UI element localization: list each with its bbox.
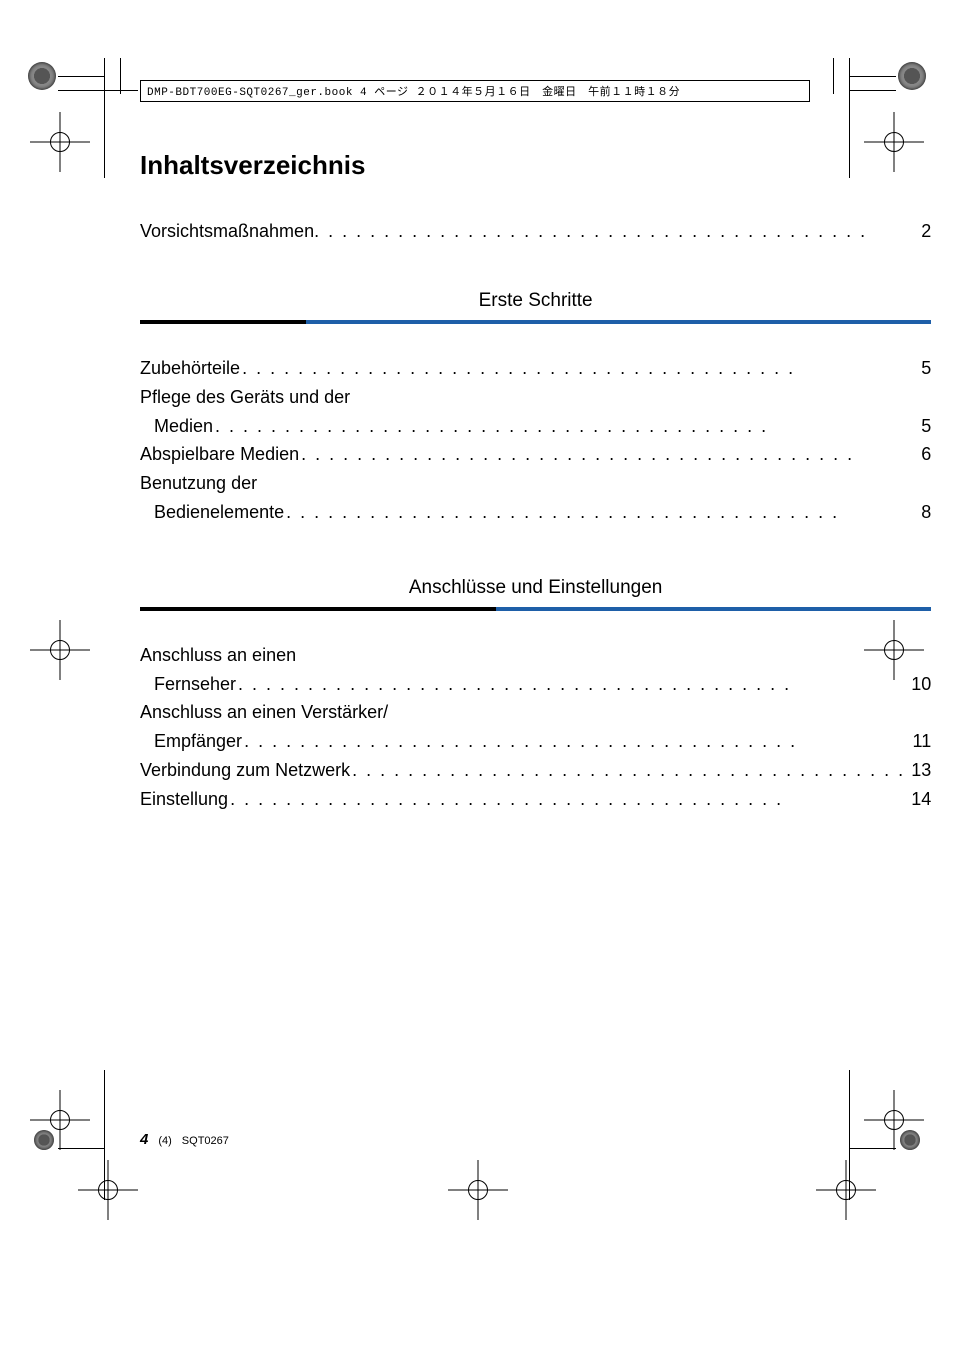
doc-header-text: DMP-BDT700EG-SQT0267_ger.book 4 ページ ２０１４… bbox=[147, 83, 680, 99]
crop-line bbox=[104, 1070, 105, 1200]
toc-label: Anschluss an einen Verstärker/ bbox=[140, 698, 388, 727]
toc-row: Pflege des Geräts und der bbox=[140, 383, 931, 412]
toc-section: Anschlüsse und Einstellungen Anschluss an… bbox=[140, 573, 931, 814]
toc-page: 13 bbox=[907, 756, 931, 785]
toc-dots: . . . . . . . . . . . . . . . . . . . . … bbox=[236, 670, 907, 699]
toc-label: Fernseher bbox=[154, 670, 236, 699]
page-title: Inhaltsverzeichnis bbox=[140, 150, 810, 181]
toc-row: Einstellung. . . . . . . . . . . . . . .… bbox=[140, 785, 931, 814]
crop-line bbox=[58, 76, 104, 77]
toc-row: Verbindung zum Netzwerk. . . . . . . . .… bbox=[140, 756, 931, 785]
crop-line bbox=[850, 1148, 896, 1149]
toc-list: Zubehörteile. . . . . . . . . . . . . . … bbox=[140, 354, 931, 527]
crop-line bbox=[850, 90, 896, 91]
crop-line bbox=[120, 58, 121, 94]
crosshair-icon bbox=[30, 620, 90, 680]
toc-row: Medien. . . . . . . . . . . . . . . . . … bbox=[140, 412, 931, 441]
toc-label: Einstellung bbox=[140, 785, 228, 814]
toc-label: Zubehörteile bbox=[140, 354, 240, 383]
page-root: DMP-BDT700EG-SQT0267_ger.book 4 ページ ２０１４… bbox=[0, 0, 954, 1348]
toc-label: Verbindung zum Netzwerk bbox=[140, 756, 350, 785]
crosshair-icon bbox=[30, 1090, 90, 1150]
toc-dots: . . . . . . . . . . . . . . . . . . . . … bbox=[228, 785, 907, 814]
crop-line bbox=[104, 58, 105, 178]
toc-section: Erste SchritteZubehörteile. . . . . . . … bbox=[140, 286, 931, 527]
toc-label: Pflege des Geräts und der bbox=[140, 383, 350, 412]
toc-list: Anschluss an einenFernseher. . . . . . .… bbox=[140, 641, 931, 814]
toc-page: 8 bbox=[917, 498, 931, 527]
toc-page: 2 bbox=[917, 221, 931, 242]
left-column: Vorsichtsmaßnahmen . . . . . . . . . . .… bbox=[140, 221, 931, 995]
crosshair-icon bbox=[816, 1160, 876, 1220]
toc-page: 11 bbox=[909, 727, 932, 756]
crop-line bbox=[849, 1070, 850, 1200]
toc-row: Abspielbare Medien. . . . . . . . . . . … bbox=[140, 440, 931, 469]
toc-row: Vorsichtsmaßnahmen . . . . . . . . . . .… bbox=[140, 221, 931, 242]
toc-dots: . . . . . . . . . . . . . . . . . . . . … bbox=[213, 412, 917, 441]
toc-dots: . . . . . . . . . . . . . . . . . . . . … bbox=[242, 727, 908, 756]
toc-page: 5 bbox=[917, 412, 931, 441]
crop-line bbox=[849, 58, 850, 178]
section-heading: Anschlüsse und Einstellungen bbox=[140, 573, 931, 607]
toc-dots: . . . . . . . . . . . . . . . . . . . . … bbox=[314, 221, 917, 242]
crosshair-icon bbox=[30, 112, 90, 172]
toc-label: Medien bbox=[154, 412, 213, 441]
toc-label: Benutzung der bbox=[140, 469, 257, 498]
toc-dots: . . . . . . . . . . . . . . . . . . . . … bbox=[299, 440, 917, 469]
toc-page: 5 bbox=[917, 354, 931, 383]
toc-row: Benutzung der bbox=[140, 469, 931, 498]
toc-page: 6 bbox=[917, 440, 931, 469]
toc-dots: . . . . . . . . . . . . . . . . . . . . … bbox=[240, 354, 917, 383]
crosshair-icon bbox=[448, 1160, 508, 1220]
columns: Vorsichtsmaßnahmen . . . . . . . . . . .… bbox=[140, 221, 810, 995]
toc-page: 10 bbox=[907, 670, 931, 699]
toc-label: Bedienelemente bbox=[154, 498, 284, 527]
section-heading: Erste Schritte bbox=[140, 286, 931, 320]
content-area: Inhaltsverzeichnis Vorsichtsmaßnahmen . … bbox=[140, 150, 810, 995]
toc-dots: . . . . . . . . . . . . . . . . . . . . … bbox=[350, 756, 907, 785]
footer-code: SQT0267 bbox=[182, 1135, 229, 1147]
toc-row: Anschluss an einen bbox=[140, 641, 931, 670]
toc-row: Anschluss an einen Verstärker/ bbox=[140, 698, 931, 727]
footer-sub: (4) bbox=[158, 1135, 171, 1147]
toc-row: Fernseher. . . . . . . . . . . . . . . .… bbox=[140, 670, 931, 699]
toc-label: Abspielbare Medien bbox=[140, 440, 299, 469]
section-rule bbox=[140, 320, 931, 324]
crosshair-icon bbox=[864, 112, 924, 172]
toc-page: 14 bbox=[907, 785, 931, 814]
toc-row: Bedienelemente. . . . . . . . . . . . . … bbox=[140, 498, 931, 527]
page-footer: 4 (4) SQT0267 bbox=[140, 1131, 229, 1148]
reg-mark-icon bbox=[28, 62, 56, 90]
footer-page-number: 4 bbox=[140, 1131, 148, 1148]
crop-line bbox=[58, 90, 138, 91]
crosshair-icon bbox=[78, 1160, 138, 1220]
crop-line bbox=[58, 1148, 104, 1149]
toc-row: Zubehörteile. . . . . . . . . . . . . . … bbox=[140, 354, 931, 383]
crop-line bbox=[833, 58, 834, 94]
toc-label: Anschluss an einen bbox=[140, 641, 296, 670]
toc-dots: . . . . . . . . . . . . . . . . . . . . … bbox=[284, 498, 917, 527]
toc-label: Empfänger bbox=[154, 727, 242, 756]
crop-line bbox=[850, 76, 896, 77]
section-rule bbox=[140, 607, 931, 611]
reg-mark-icon bbox=[898, 62, 926, 90]
toc-label: Vorsichtsmaßnahmen bbox=[140, 221, 314, 242]
crosshair-icon bbox=[864, 1090, 924, 1150]
doc-header: DMP-BDT700EG-SQT0267_ger.book 4 ページ ２０１４… bbox=[140, 80, 810, 102]
toc-row: Empfänger. . . . . . . . . . . . . . . .… bbox=[140, 727, 931, 756]
